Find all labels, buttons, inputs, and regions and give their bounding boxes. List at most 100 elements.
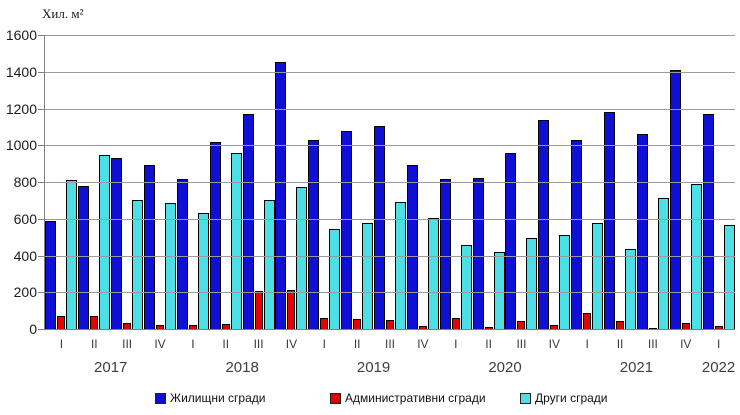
quarter-group: [111, 36, 144, 330]
quarter-group: [308, 36, 341, 330]
year-label: 2018: [225, 359, 259, 376]
bar-residential: [505, 152, 517, 330]
legend-swatch-administrative: [330, 392, 341, 404]
legend-swatch-other: [520, 392, 531, 404]
gridline-1000: [45, 145, 735, 147]
gridline-1600: [45, 35, 735, 36]
x-tick-quarter: I: [191, 337, 195, 351]
bar-residential: [571, 139, 583, 330]
legend-swatch-residential: [155, 392, 166, 404]
x-tick-quarter: IV: [548, 337, 560, 351]
x-tick-quarter: IV: [154, 337, 166, 351]
bar-residential: [702, 114, 714, 330]
x-tick-quarter: II: [222, 337, 230, 351]
y-tick-label: 1000: [5, 137, 37, 154]
x-tick-quarter: IV: [285, 337, 298, 351]
bar-other: [690, 183, 702, 330]
bar-residential: [275, 61, 287, 330]
year-label: 2019: [356, 359, 391, 376]
x-tick-quarter: IV: [680, 337, 692, 351]
gridline-400: [45, 255, 735, 257]
y-tick-mark: [38, 218, 45, 220]
bar-residential: [242, 114, 254, 330]
x-tick-quarter: I: [585, 337, 589, 351]
y-tick-mark: [38, 255, 45, 257]
bar-other: [362, 222, 374, 330]
bar-residential: [406, 164, 418, 330]
bar-other: [329, 228, 341, 330]
bar-administrative: [90, 316, 99, 330]
quarter-group: [45, 36, 78, 330]
x-tick-quarter: III: [253, 337, 264, 351]
legend-label-other: Други сгради: [535, 391, 608, 405]
quarter-group: [702, 36, 735, 330]
bar-other: [230, 152, 242, 330]
y-tick-mark: [38, 145, 45, 147]
bar-residential: [538, 119, 550, 330]
y-tick-mark: [38, 108, 45, 110]
quarter-group: [406, 36, 439, 330]
quarter-group: [439, 36, 472, 330]
bar-residential: [636, 134, 648, 330]
x-axis-quarter-labels: I II III IV I II III IV I II III IV I II III IV I II III IV…: [45, 337, 735, 351]
bar-residential: [374, 126, 386, 330]
legend-label-administrative: Административни сгради: [345, 391, 486, 405]
quarter-group: [209, 36, 242, 330]
gridline-800: [45, 182, 735, 183]
y-tick-mark: [38, 35, 45, 36]
y-tick-label: 0: [29, 321, 37, 337]
legend-item-administrative: Административни сгради: [330, 391, 486, 405]
quarter-group: [604, 36, 637, 330]
year-label: 2021: [619, 359, 654, 376]
x-tick-quarter: II: [90, 337, 98, 351]
y-tick-label: 1600: [5, 27, 37, 43]
x-tick-quarter: IV: [417, 337, 429, 351]
bar-other: [625, 249, 637, 330]
quarter-group: [472, 36, 505, 330]
x-tick-quarter: III: [385, 337, 396, 351]
y-tick-label: 1400: [5, 63, 37, 80]
legend: Жилищни сгради Административни сгради Др…: [0, 391, 740, 411]
x-tick-quarter: I: [454, 337, 458, 351]
x-axis-year-labels: 2017 2018 2019 2020 2021 2022: [45, 359, 735, 381]
bar-residential: [144, 164, 155, 330]
quarter-group: [176, 36, 209, 330]
y-tick-mark: [38, 292, 45, 294]
bar-administrative: [254, 291, 263, 330]
x-tick-quarter: II: [353, 337, 361, 351]
x-tick-quarter: II: [616, 337, 624, 351]
bar-other: [427, 217, 439, 330]
x-tick-quarter: I: [59, 337, 64, 351]
bar-administrative: [57, 316, 66, 330]
bar-other: [559, 235, 571, 330]
quarter-group: [78, 36, 111, 330]
legend-label-residential: Жилищни сгради: [170, 391, 266, 405]
bar-other: [723, 225, 735, 330]
gridline-1400: [45, 71, 735, 73]
bar-residential: [78, 185, 90, 330]
quarter-group: [538, 36, 571, 330]
year-label: 2017: [94, 359, 128, 376]
y-tick-label: 1200: [5, 100, 37, 117]
year-label: 2020: [488, 359, 522, 376]
bar-residential: [209, 141, 221, 330]
y-tick-label: 600: [13, 210, 37, 227]
bar-other: [493, 251, 505, 330]
bar-residential: [341, 130, 353, 330]
bar-residential: [111, 158, 123, 330]
bar-residential: [45, 220, 57, 330]
quarter-group: [669, 36, 702, 330]
bar-administrative: [287, 289, 296, 330]
quarter-group: [341, 36, 374, 330]
year-label: 2022: [701, 359, 736, 376]
bar-other: [526, 238, 538, 330]
quarter-group: [242, 36, 275, 330]
bar-administrative: [583, 312, 592, 330]
gridline-200: [45, 292, 735, 294]
bar-other: [657, 197, 669, 330]
y-tick-mark: [38, 182, 45, 183]
bar-residential: [308, 139, 320, 330]
gridline-1200: [45, 108, 735, 110]
bar-other: [460, 244, 472, 330]
